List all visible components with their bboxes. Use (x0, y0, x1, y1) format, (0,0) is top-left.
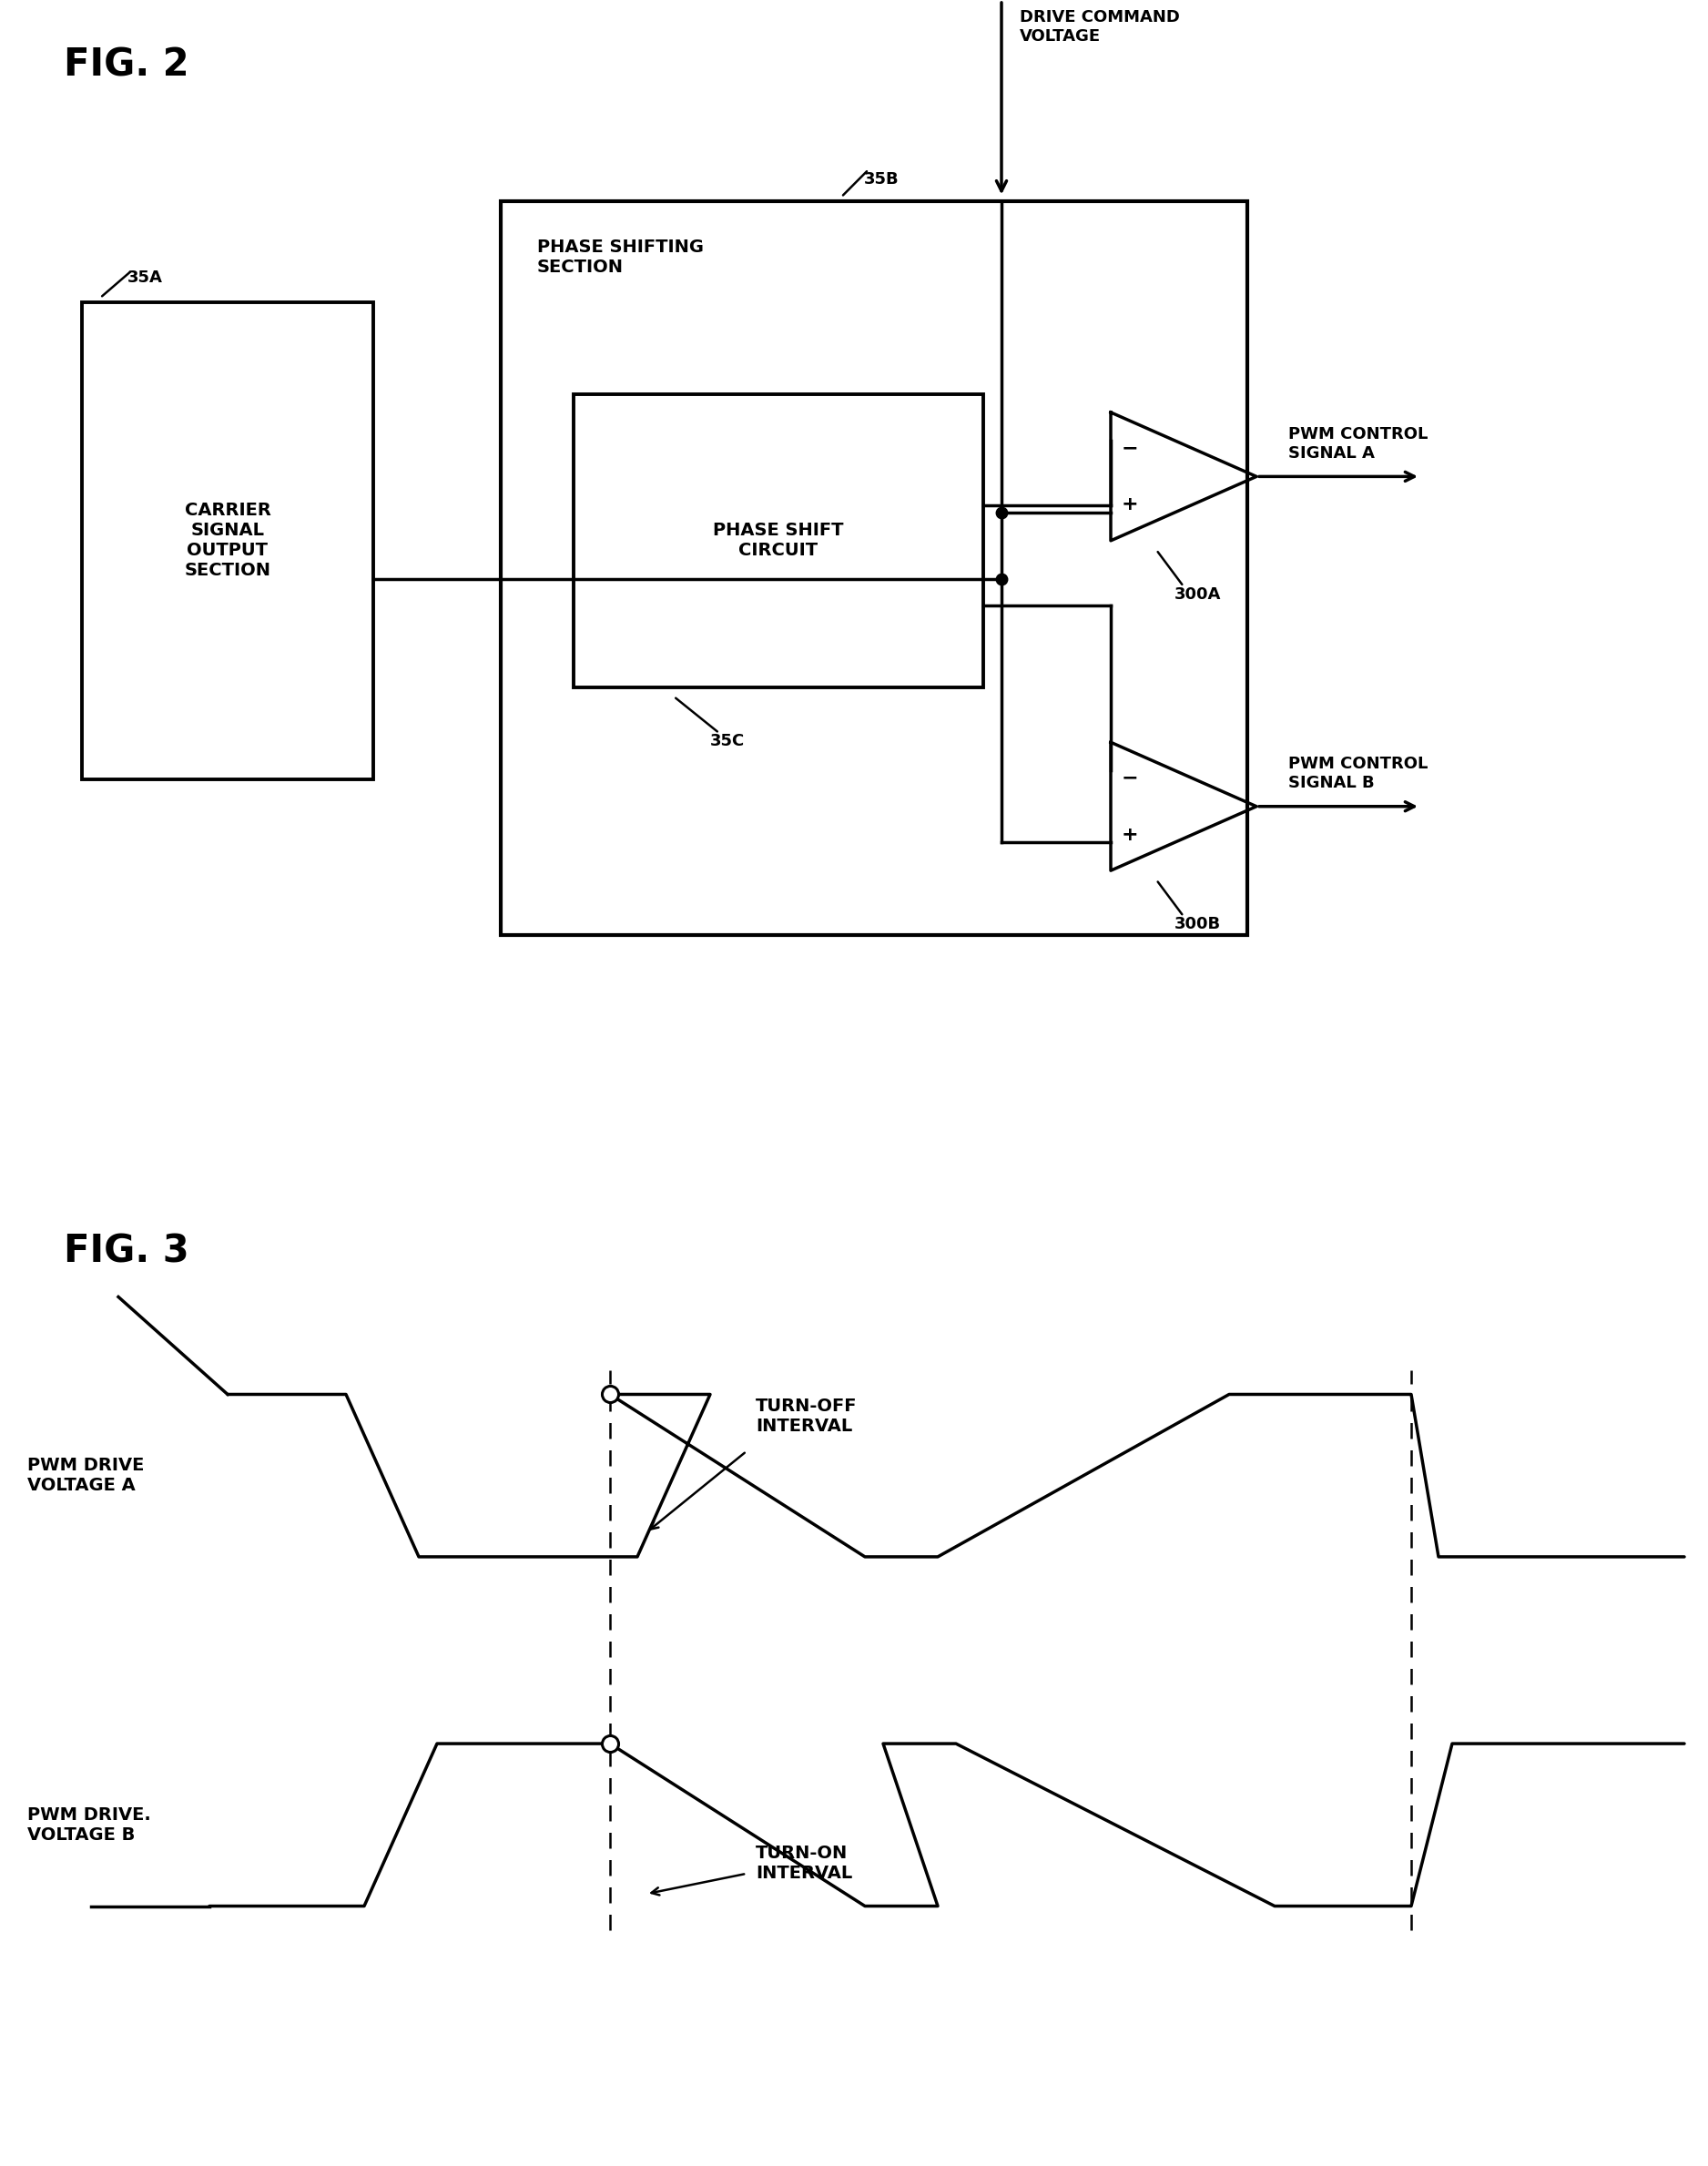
Bar (82, 303, 374, 780)
Text: 35B: 35B (864, 171, 898, 188)
Text: FIG. 2: FIG. 2 (63, 45, 190, 84)
Text: PWM DRIVE
VOLTAGE A: PWM DRIVE VOLTAGE A (27, 1458, 143, 1495)
Text: 300A: 300A (1175, 587, 1221, 602)
Text: 35C: 35C (711, 732, 745, 749)
Text: +: + (1122, 496, 1139, 513)
Text: PWM DRIVE.
VOLTAGE B: PWM DRIVE. VOLTAGE B (27, 1806, 150, 1843)
Text: PWM CONTROL
SIGNAL A: PWM CONTROL SIGNAL A (1288, 427, 1428, 461)
Text: −: − (1122, 440, 1139, 457)
Text: CARRIER
SIGNAL
OUTPUT
SECTION: CARRIER SIGNAL OUTPUT SECTION (184, 503, 272, 578)
Bar (574, 394, 984, 687)
Text: FIG. 3: FIG. 3 (63, 1232, 190, 1269)
Bar (500, 201, 1247, 936)
Text: TURN-ON
INTERVAL: TURN-ON INTERVAL (755, 1845, 852, 1882)
Text: 35A: 35A (128, 269, 162, 286)
Text: PHASE SHIFT
CIRCUIT: PHASE SHIFT CIRCUIT (714, 522, 844, 559)
Text: DRIVE COMMAND
VOLTAGE: DRIVE COMMAND VOLTAGE (1020, 9, 1180, 45)
Text: 300B: 300B (1175, 916, 1221, 934)
Text: PHASE SHIFTING
SECTION: PHASE SHIFTING SECTION (536, 238, 704, 275)
Text: PWM CONTROL
SIGNAL B: PWM CONTROL SIGNAL B (1288, 756, 1428, 791)
Text: +: + (1122, 825, 1139, 845)
Text: −: − (1122, 769, 1139, 786)
Text: TURN-OFF
INTERVAL: TURN-OFF INTERVAL (755, 1397, 857, 1436)
